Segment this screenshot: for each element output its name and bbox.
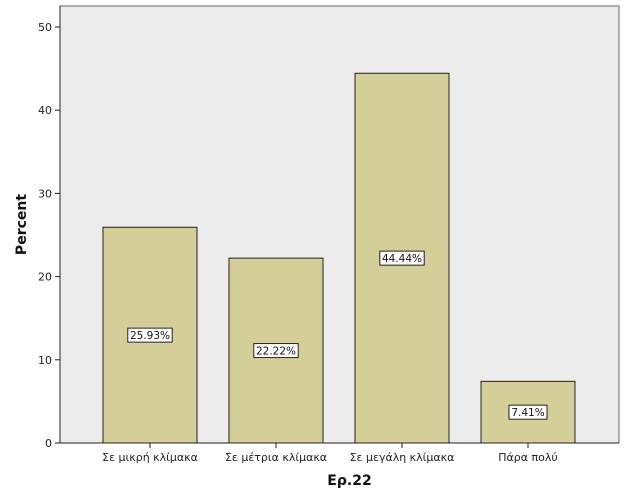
y-axis-title: Percent (14, 194, 30, 255)
y-axis-ticks: 0 10 20 30 40 50 (38, 21, 60, 450)
data-label: 25.93% (130, 330, 170, 342)
x-category-label: Σε μεγάλη κλίμακα (350, 451, 455, 464)
data-label: 22.22% (256, 346, 296, 358)
y-tick-label: 50 (38, 21, 52, 34)
data-label: 7.41% (511, 407, 544, 419)
data-label-box (508, 404, 548, 420)
data-label-box (127, 327, 173, 343)
y-tick-label: 0 (45, 437, 52, 450)
bars-group: 25.93% 22.22% 44.44% 7.41% (102, 72, 576, 444)
y-tick-label: 20 (38, 271, 52, 284)
x-category-label: Σε μικρή κλίμακα (102, 451, 198, 464)
x-category-label: Πάρα πολύ (498, 451, 557, 464)
x-axis-ticks: Σε μικρή κλίμακα Σε μέτρια κλίμακα Σε μεγά… (102, 443, 558, 464)
data-label: 44.44% (382, 253, 422, 265)
data-label-box (253, 343, 299, 359)
data-label-box (379, 250, 425, 266)
y-tick-label: 30 (38, 187, 52, 200)
x-category-label: Σε μέτρια κλίμακα (225, 451, 327, 464)
y-tick-label: 40 (38, 104, 52, 117)
y-tick-label: 10 (38, 354, 52, 367)
x-axis-title: Ερ.22 (327, 473, 371, 489)
